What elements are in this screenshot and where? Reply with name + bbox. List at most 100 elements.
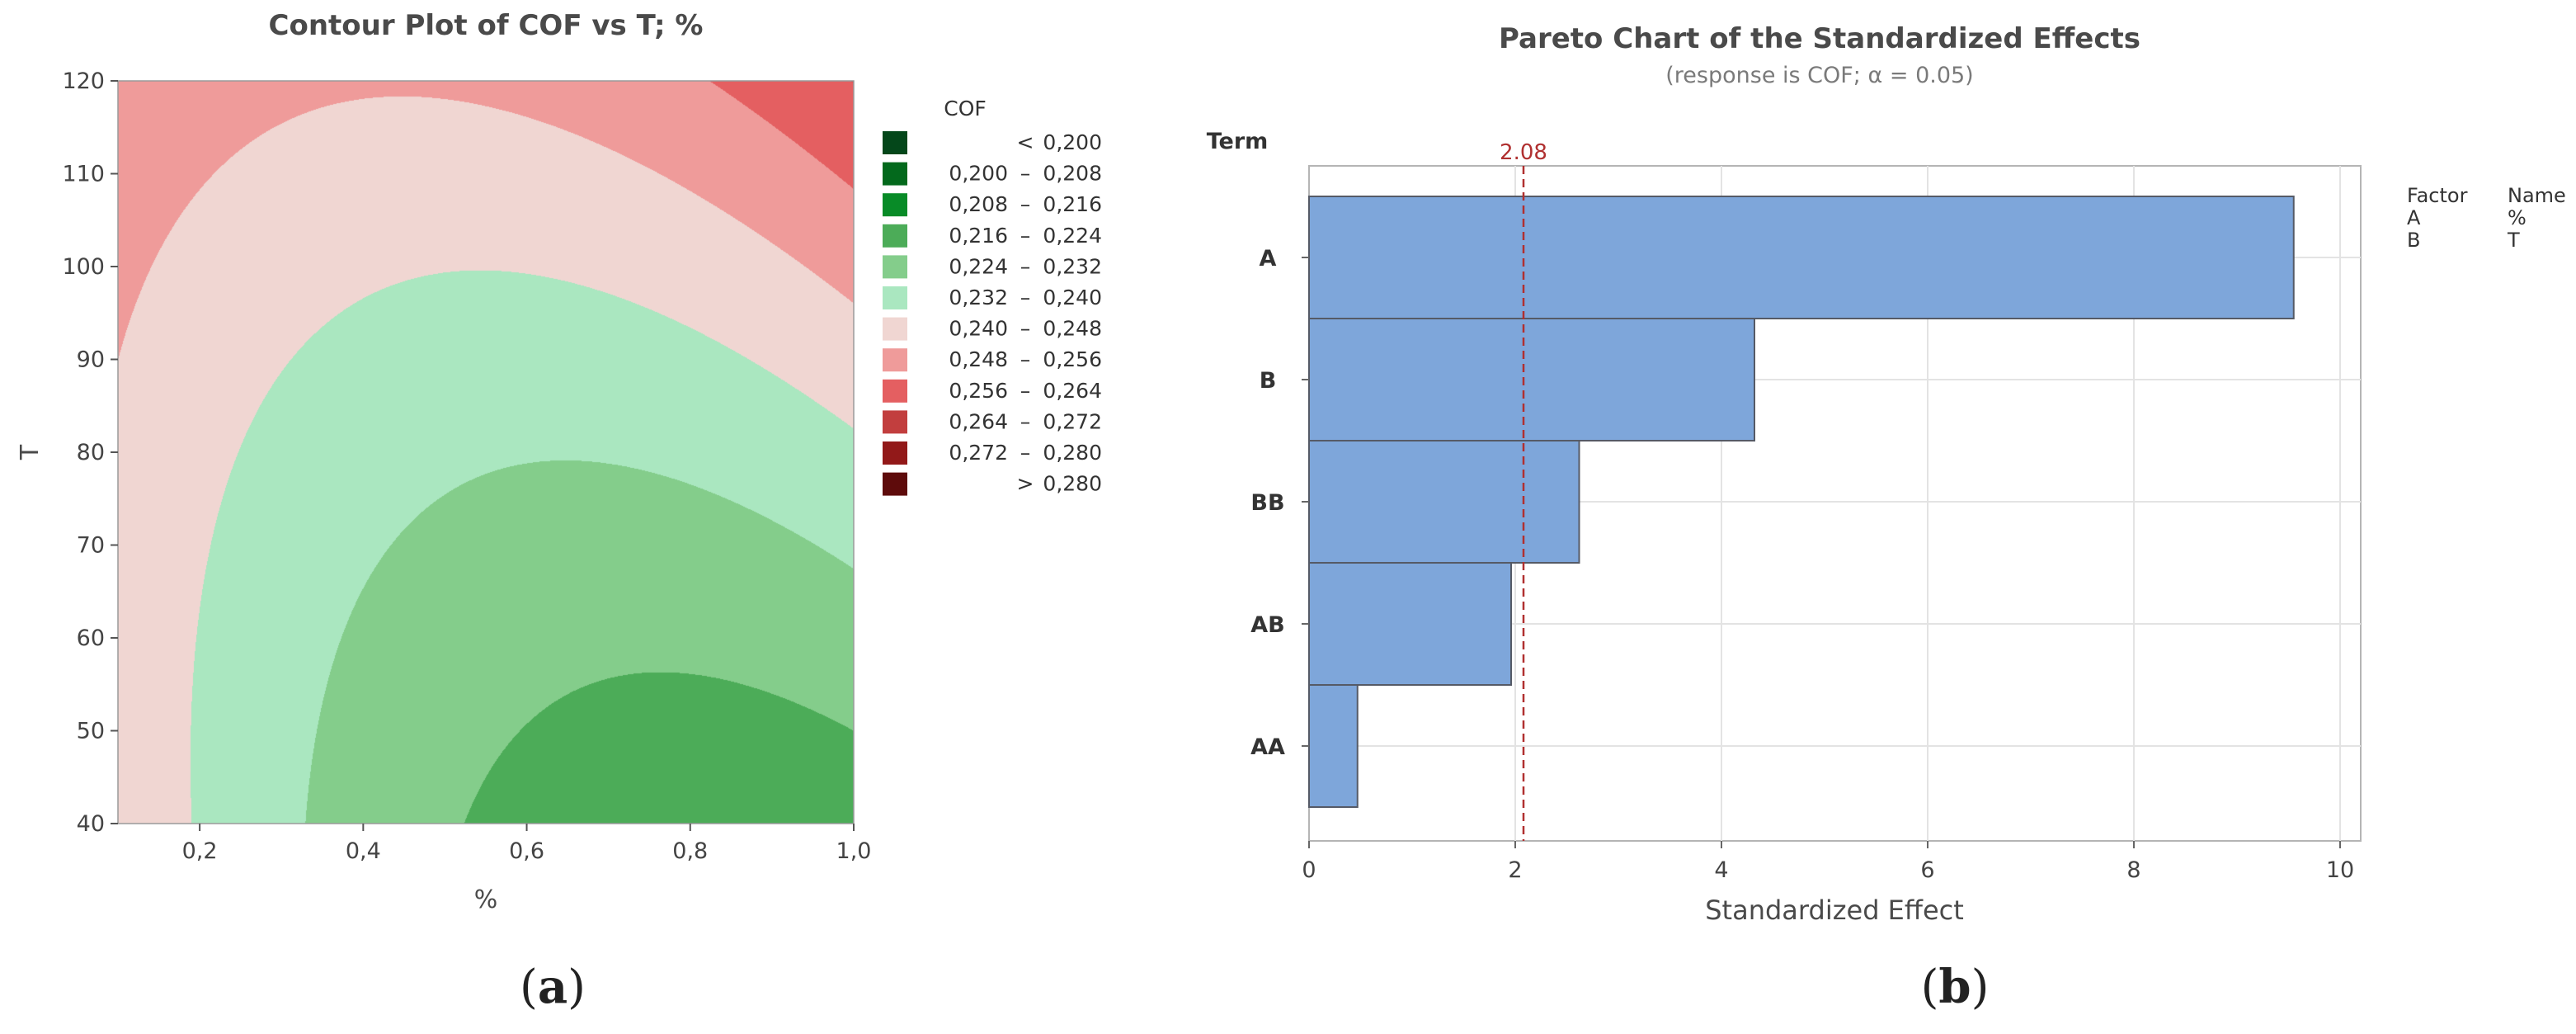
legend-swatch [883,131,907,154]
legend-level-upper: 0,200 [1043,130,1102,154]
factor-table: Factor Name A % B T [2407,184,2566,252]
pareto-x-tick-label: 2 [1508,857,1522,883]
legend-level-upper: 0,280 [1043,472,1102,496]
pareto-term-label: A [1260,246,1277,271]
contour-x-axis-label: % [474,885,498,914]
pareto-x-tick-label: 6 [1920,857,1934,883]
legend-level-upper: 0,280 [1043,441,1102,465]
pareto-x-tick-label: 4 [1714,857,1728,883]
contour-axes: 0,2 0,4 0,6 0,8 1,0 40 50 60 70 80 90 100 110 120 [62,68,871,864]
legend-level-lower: 0,232 [949,286,1008,309]
pareto-bars [1308,196,2295,808]
contour-y-tick-label: 50 [77,719,105,744]
legend-level-upper: 0,232 [1043,254,1102,278]
contour-y-tick-label: 60 [77,626,105,651]
legend-level-upper: 0,256 [1043,347,1102,371]
contour-x-tick-label: 0,4 [346,838,381,864]
pareto-term-label: AA [1250,734,1285,760]
pareto-subtitle: (response is COF; α = 0.05) [1665,63,1973,88]
contour-x-tick-label: 0,2 [182,838,218,864]
contour-surface [118,81,854,824]
contour-legend: COF <0,2000,200–0,2080,208–0,2160,216–0,… [883,97,1102,496]
legend-level-upper: 0,264 [1043,379,1102,403]
factor-table-header: Factor [2407,184,2468,207]
legend-level-upper: 0,272 [1043,409,1102,433]
pareto-chart-panel: Pareto Chart of the Standardized Effects… [1207,22,2566,1014]
legend-level-separator: – [1020,317,1031,341]
legend-level-upper: 0,208 [1043,162,1102,186]
legend-level-separator: – [1020,162,1031,186]
contour-y-tick-label: 100 [62,254,105,280]
contour-y-tick-label: 70 [77,533,105,559]
factor-table-cell: % [2508,206,2527,229]
legend-level-lower: 0,256 [949,379,1008,403]
legend-swatch [883,379,907,403]
panel-label-b: (b) [1921,960,1990,1014]
legend-level-separator: – [1020,192,1031,216]
legend-swatch [883,472,907,496]
pareto-bar-bb [1308,440,1580,564]
legend-swatch [883,317,907,341]
legend-level-lower: 0,216 [949,224,1008,248]
pareto-bar-a [1308,196,2295,319]
factor-table-cell: A [2407,206,2421,229]
pareto-term-label: AB [1250,612,1284,638]
legend-level-lower: 0,200 [949,162,1008,186]
legend-swatch [883,224,907,248]
legend-level-separator: – [1020,379,1031,403]
contour-title: Contour Plot of COF vs T; % [269,9,704,42]
legend-title: COF [944,97,987,120]
legend-level-lower: 0,248 [949,347,1008,371]
legend-level-separator: – [1020,224,1031,248]
legend-level-lower: 0,208 [949,192,1008,216]
contour-y-tick-label: 110 [62,162,105,187]
contour-plot-panel: Contour Plot of COF vs T; % 0,2 0,4 0,6 0,8… [16,9,1102,1014]
factor-table-cell: T [2507,229,2520,252]
pareto-x-tick-label: 8 [2126,857,2140,883]
panel-label-a: (a) [520,960,586,1014]
pareto-x-tick-label: 10 [2326,857,2354,883]
legend-level-separator: < [1017,130,1034,154]
legend-level-upper: 0,216 [1043,192,1102,216]
factor-table-cell: B [2407,229,2420,252]
pareto-bar-ab [1308,562,1512,686]
pareto-bar-aa [1308,684,1359,808]
legend-level-upper: 0,224 [1043,224,1102,248]
legend-level-separator: – [1020,254,1031,278]
pareto-x-tick-label: 0 [1302,857,1316,883]
legend-swatch [883,348,907,372]
legend-level-separator: – [1020,409,1031,433]
pareto-bar-b [1308,318,1755,441]
contour-y-axis-label: T [16,444,45,460]
pareto-title: Pareto Chart of the Standardized Effects [1499,22,2140,55]
contour-x-tick-label: 0,6 [509,838,544,864]
pareto-term-header: Term [1207,129,1269,154]
legend-level-separator: – [1020,286,1031,309]
contour-x-tick-label: 1,0 [836,838,872,864]
pareto-term-label: BB [1250,490,1284,516]
pareto-reference-line: 2.08 [1500,140,1547,841]
contour-x-tick-label: 0,8 [672,838,708,864]
contour-y-tick-label: 40 [77,811,105,837]
pareto-x-axis-label: Standardized Effect [1705,895,1964,926]
legend-level-separator: > [1017,472,1034,496]
reference-line-label: 2.08 [1500,140,1547,165]
legend-level-upper: 0,248 [1043,317,1102,341]
panel-label-b-letter: b [1938,960,1971,1014]
legend-level-lower: 0,240 [949,317,1008,341]
legend-swatch [883,410,907,434]
contour-y-tick-label: 80 [77,440,105,465]
legend-level-upper: 0,240 [1043,286,1102,309]
legend-swatch [883,286,907,309]
legend-swatch [883,193,907,217]
legend-level-lower: 0,264 [949,409,1008,433]
legend-level-separator: – [1020,441,1031,465]
contour-y-tick-label: 120 [62,68,105,94]
legend-level-lower: 0,224 [949,254,1008,278]
panel-label-a-letter: a [538,960,567,1014]
pareto-term-label: B [1260,368,1277,394]
legend-swatch [883,441,907,465]
legend-swatch [883,255,907,279]
